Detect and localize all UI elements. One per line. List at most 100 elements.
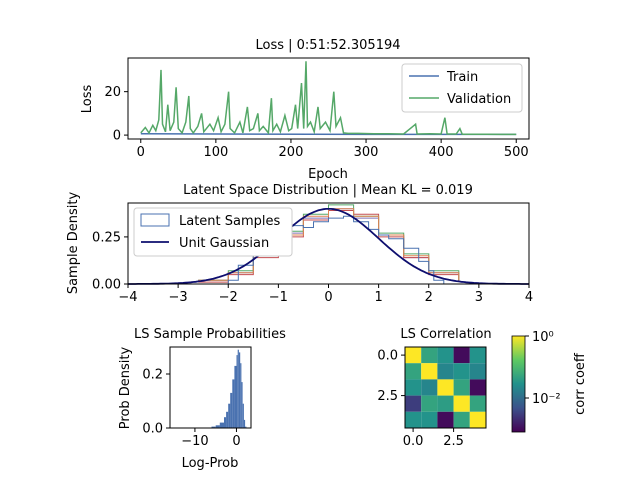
latent-chart-title: Latent Space Distribution | Mean KL = 0.…: [183, 183, 473, 198]
x-tick-label: −1: [269, 290, 288, 305]
loss-chart-title: Loss | 0:51:52.305194: [255, 38, 400, 53]
histogram-bar: [245, 426, 247, 428]
latent-legend-box: [133, 207, 293, 257]
loss-y-label: Loss: [80, 85, 95, 114]
series-line-train: [140, 133, 517, 136]
x-tick-label: −3: [169, 290, 188, 305]
heatmap-cell: [437, 395, 454, 412]
probabilities-axes-frame: [169, 346, 252, 429]
y-tick-label: 20: [104, 85, 121, 100]
heatmap-cell: [405, 395, 422, 412]
heatmap-cell: [405, 363, 422, 380]
legend-gaussian-label: Unit Gaussian: [179, 236, 269, 251]
histogram-bar: [242, 403, 244, 428]
x-tick-label: −2: [219, 290, 238, 305]
heatmap-cell: [437, 379, 454, 396]
heatmap-cell: [437, 347, 454, 364]
heatmap-cell: [437, 411, 454, 428]
legend-latent-label: Latent Samples: [179, 214, 281, 229]
x-tick-label: 200: [279, 145, 304, 160]
colorbar-tick-label: 10⁻²: [532, 392, 561, 407]
histogram-bar: [234, 365, 237, 428]
histogram-bar: [240, 363, 242, 428]
loss-axes-frame: [127, 57, 530, 140]
heatmap-cell: [469, 363, 486, 380]
x-tick-label: 4: [525, 290, 533, 305]
latent-x-ticks: −4 −3 −2 −1 0 1 2 3 4: [118, 284, 533, 305]
probabilities-chart: LS Sample Probabilities −10 0 0.0 0.2 Log-…: [118, 327, 286, 471]
x-tick-label: 100: [203, 145, 228, 160]
histogram-bar: [215, 425, 220, 428]
loss-plot-area: [140, 61, 517, 136]
heatmap-cell: [453, 395, 470, 412]
histogram-bar: [239, 352, 241, 428]
x-tick-label: 300: [354, 145, 379, 160]
histogram-bar: [219, 422, 224, 428]
heatmap-cell: [421, 411, 438, 428]
probabilities-y-ticks: 0.0 0.2: [142, 368, 170, 437]
series-line-validation: [140, 61, 517, 136]
legend-latent-swatch: [140, 213, 170, 227]
heatmap-cell: [405, 411, 422, 428]
histogram-bar: [243, 419, 246, 428]
histogram-bar: [211, 426, 216, 428]
probabilities-x-label: Log-Prob: [182, 456, 239, 471]
correlation-chart: LS Correlation 0.0 2.5 0.0 2.5 10⁰ 10⁻² co…: [377, 327, 588, 449]
y-tick-label: 0: [113, 129, 121, 144]
probabilities-chart-title: LS Sample Probabilities: [134, 327, 286, 342]
heatmap-cell: [421, 395, 438, 412]
colorbar: [511, 335, 526, 433]
x-tick-label: 500: [504, 145, 529, 160]
heatmap-cell: [437, 363, 454, 380]
latent-y-ticks: 0.00 0.25: [92, 230, 128, 293]
legend-train-label: Train: [446, 70, 478, 85]
heatmap-cell: [421, 363, 438, 380]
histogram-bar: [224, 417, 227, 428]
latent-chart: Latent Space Distribution | Mean KL = 0.…: [66, 183, 533, 305]
heatmap-cell: [453, 379, 470, 396]
x-tick-label: 400: [429, 145, 454, 160]
correlation-chart-title: LS Correlation: [400, 327, 491, 342]
heatmap-cell: [421, 379, 438, 396]
colorbar-tick-label: 10⁰: [532, 330, 554, 345]
heatmap-cell: [453, 347, 470, 364]
histogram-bar: [230, 392, 233, 428]
y-tick-label: 0.00: [92, 278, 121, 293]
x-tick-label: 3: [475, 290, 483, 305]
legend-validation-label: Validation: [447, 92, 511, 107]
heatmap-cell: [469, 411, 486, 428]
y-tick-label: 0.0: [377, 349, 398, 364]
loss-y-ticks: 0 20: [104, 85, 128, 144]
x-tick-label: 1: [374, 290, 382, 305]
heatmap-cell: [469, 379, 486, 396]
heatmap-cell: [405, 379, 422, 396]
probabilities-plot-area: [207, 349, 247, 428]
histogram-bar: [226, 411, 229, 428]
x-tick-label: 2.5: [443, 434, 464, 449]
y-tick-label: 0.25: [92, 230, 121, 245]
probabilities-x-ticks: −10 0: [181, 428, 241, 449]
histogram-bar: [228, 403, 231, 428]
x-tick-label: −4: [118, 290, 137, 305]
latent-y-label: Sample Density: [66, 192, 81, 295]
colorbar-label: corr coeff: [573, 352, 588, 415]
y-tick-label: 0.0: [142, 422, 163, 437]
heatmap-cell: [469, 395, 486, 412]
correlation-y-ticks: 0.0 2.5: [377, 349, 405, 404]
heatmap-cell: [405, 347, 422, 364]
probabilities-y-label: Prob Density: [118, 346, 133, 429]
loss-x-label: Epoch: [308, 167, 348, 182]
x-tick-label: 0.0: [403, 434, 424, 449]
histogram-bar: [241, 382, 243, 428]
loss-x-ticks: 0 100 200 300 400 500: [137, 139, 529, 160]
histogram-bar: [237, 349, 239, 428]
heatmap-cell: [453, 411, 470, 428]
loss-legend: Train Validation: [401, 63, 523, 113]
latent-legend: Latent Samples Unit Gaussian: [133, 207, 293, 257]
heatmap-cell: [421, 347, 438, 364]
heatmap-frame: [404, 346, 487, 429]
x-tick-label: −10: [181, 434, 208, 449]
histogram-bar: [232, 379, 235, 428]
y-tick-label: 2.5: [377, 389, 398, 404]
